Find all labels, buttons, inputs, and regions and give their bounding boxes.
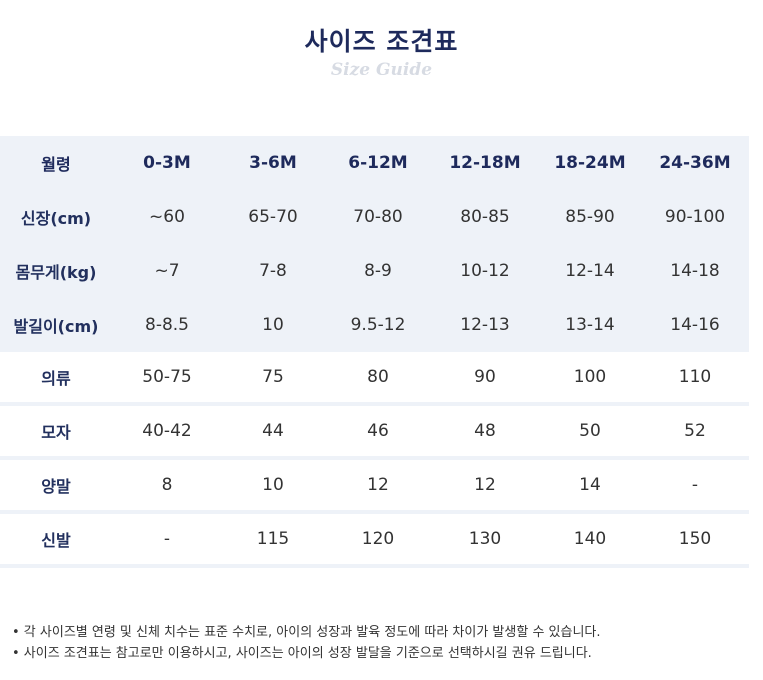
table-cell: 8 [161, 475, 173, 495]
row-label: 양말 [41, 477, 71, 496]
table-header-row: 월령 0-3M 3-6M 6-12M 12-18M 18-24M 24-36M [0, 136, 749, 190]
header-cell: 6-12M [348, 153, 408, 173]
page-title: 사이즈 조견표 [304, 27, 459, 56]
table-cell: ~60 [149, 207, 185, 227]
table-cell: 14-18 [670, 261, 720, 281]
header-cell: 0-3M [143, 153, 191, 173]
table-cell: 48 [474, 421, 496, 441]
table-cell: 52 [684, 421, 706, 441]
size-table: 월령 0-3M 3-6M 6-12M 12-18M 18-24M 24-36M … [0, 136, 749, 568]
table-cell: 10-12 [460, 261, 510, 281]
table-cell: 100 [573, 367, 607, 387]
table-row: 의류 50-75 75 80 90 100 110 [0, 352, 749, 406]
footnote: • 사이즈 조견표는 참고로만 이용하시고, 사이즈는 아이의 성장 발달을 기… [12, 646, 592, 661]
table-row: 발길이(cm) 8-8.5 10 9.5-12 12-13 13-14 14-1… [0, 298, 749, 352]
table-cell: 40-42 [142, 421, 192, 441]
table-cell: 90-100 [664, 207, 726, 227]
table-cell: 12-14 [565, 261, 615, 281]
table-cell: 14-16 [670, 315, 720, 335]
row-label: 신장(cm) [20, 209, 92, 228]
footnotes: • 각 사이즈별 연령 및 신체 치수는 표준 수치로, 아이의 성장과 발육 … [12, 622, 601, 664]
table-cell: 14 [579, 475, 601, 495]
table-cell: 150 [678, 529, 712, 549]
table-cell: 50-75 [142, 367, 192, 387]
table-cell: 13-14 [565, 315, 615, 335]
table-cell: 9.5-12 [350, 315, 406, 335]
table-row: 몸무게(kg) ~7 7-8 8-9 10-12 12-14 14-18 [0, 244, 749, 298]
row-label: 의류 [41, 369, 71, 388]
table-cell: 12 [474, 475, 496, 495]
table-row: 신발 - 115 120 130 140 150 [0, 514, 749, 568]
row-label: 신발 [41, 531, 71, 550]
table-cell: 44 [262, 421, 284, 441]
table-cell: 65-70 [248, 207, 298, 227]
table-cell: 110 [678, 367, 712, 387]
table-cell: - [691, 475, 699, 495]
table-cell: 50 [579, 421, 601, 441]
table-cell: 10 [262, 315, 284, 335]
header-cell: 월령 [41, 155, 71, 174]
table-cell: 8-8.5 [145, 315, 189, 335]
table-cell: - [163, 529, 171, 549]
table-row: 신장(cm) ~60 65-70 70-80 80-85 85-90 90-10… [0, 190, 749, 244]
table-cell: 120 [361, 529, 395, 549]
table-cell: 90 [474, 367, 496, 387]
table-cell: 12 [367, 475, 389, 495]
header-cell: 24-36M [659, 153, 731, 173]
table-cell: 46 [367, 421, 389, 441]
page-subtitle: Size Guide [330, 60, 433, 80]
footnote: • 각 사이즈별 연령 및 신체 치수는 표준 수치로, 아이의 성장과 발육 … [12, 625, 601, 640]
table-cell: 70-80 [353, 207, 403, 227]
table-row: 모자 40-42 44 46 48 50 52 [0, 406, 749, 460]
header-cell: 3-6M [249, 153, 297, 173]
table-cell: 80 [367, 367, 389, 387]
table-cell: 7-8 [259, 261, 287, 281]
header-cell: 12-18M [449, 153, 521, 173]
table-cell: 10 [262, 475, 284, 495]
table-cell: 8-9 [364, 261, 392, 281]
table-cell: 12-13 [460, 315, 510, 335]
table-cell: 140 [573, 529, 607, 549]
table-cell: 115 [256, 529, 290, 549]
table-cell: 85-90 [565, 207, 615, 227]
table-cell: ~7 [154, 261, 180, 281]
table-cell: 130 [468, 529, 502, 549]
header-cell: 18-24M [554, 153, 626, 173]
row-label: 발길이(cm) [13, 317, 99, 336]
table-band: 월령 0-3M 3-6M 6-12M 12-18M 18-24M 24-36M … [0, 136, 749, 352]
table-cell: 75 [262, 367, 284, 387]
row-label: 몸무게(kg) [15, 263, 97, 282]
table-row: 양말 8 10 12 12 14 - [0, 460, 749, 514]
table-cell: 80-85 [460, 207, 510, 227]
row-label: 모자 [41, 423, 71, 442]
